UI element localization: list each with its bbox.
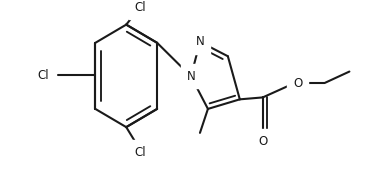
Text: N: N	[196, 35, 204, 48]
Text: N: N	[186, 70, 196, 83]
Text: O: O	[293, 77, 302, 90]
Text: O: O	[258, 135, 267, 148]
Text: Cl: Cl	[38, 69, 49, 82]
Text: Cl: Cl	[134, 1, 146, 14]
Text: Cl: Cl	[134, 146, 146, 159]
